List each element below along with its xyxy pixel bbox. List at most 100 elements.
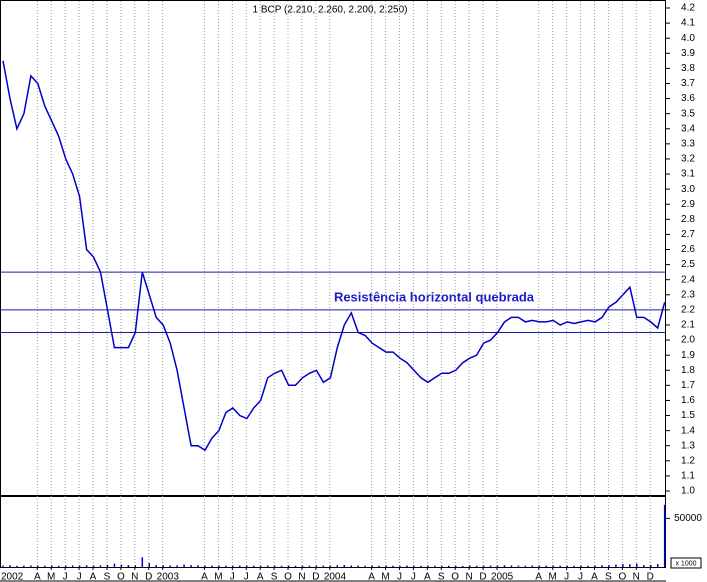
volume-bar	[71, 565, 74, 567]
price-line	[2, 60, 666, 452]
x-tick-label: M	[214, 572, 222, 582]
volume-bar	[9, 565, 11, 567]
x-tick-label: S	[605, 572, 612, 582]
volume-bar	[204, 565, 206, 567]
x-tick-label: A	[368, 572, 375, 582]
volume-bar	[78, 565, 81, 567]
x-tick-label: M	[47, 572, 55, 582]
x-tick-label: D	[312, 572, 319, 582]
volume-bar	[608, 565, 610, 567]
volume-bar	[573, 565, 575, 567]
y-tick-label: 1.0	[681, 486, 695, 497]
x-tick-label: J	[230, 572, 235, 582]
y-tick-label: 1.1	[681, 471, 695, 482]
volume-bar	[169, 565, 171, 567]
volume-bar	[461, 565, 464, 567]
volume-bar	[225, 565, 227, 567]
annotation: Resistência horizontal quebrada	[334, 289, 535, 304]
volume-bar	[371, 565, 373, 567]
y-tick-label: 3.9	[681, 48, 695, 59]
x-tick-label: A	[257, 572, 264, 582]
volume-bar	[190, 565, 192, 567]
volume-bar	[23, 565, 25, 567]
x-tick-label: A	[90, 572, 97, 582]
volume-bar	[301, 565, 304, 567]
volume-bar	[552, 565, 554, 567]
y-tick-label: 4.0	[681, 33, 695, 44]
volume-bar	[468, 565, 471, 567]
volume-bar	[413, 565, 415, 567]
volume-bar	[141, 557, 144, 567]
x-tick-label: N	[633, 572, 640, 582]
volume-bar	[392, 565, 394, 567]
volume-bar	[545, 565, 548, 567]
volume-bar	[148, 563, 151, 567]
volume-bar	[315, 565, 318, 567]
volume-bar	[656, 564, 659, 567]
y-tick-label: 2.4	[681, 274, 695, 285]
y-tick-label: 3.1	[681, 169, 695, 180]
volume-bar	[294, 565, 297, 567]
volume-bar	[510, 565, 513, 567]
x-tick-label: J	[63, 572, 68, 582]
volume-bar	[57, 565, 60, 567]
volume-bar	[197, 565, 199, 567]
y-tick-label: 2.0	[681, 335, 695, 346]
volume-pane	[0, 496, 666, 568]
volume-bar	[629, 564, 631, 567]
volume-bar	[322, 565, 325, 567]
volume-bar	[51, 565, 53, 567]
y-tick-label: 3.2	[681, 154, 695, 165]
x-tick-label: O	[117, 572, 125, 582]
y-tick-label: 2.5	[681, 259, 695, 270]
volume-bar	[266, 565, 269, 567]
volume-bar	[454, 565, 457, 567]
x-tick-label: 2002	[1, 572, 24, 582]
x-tick-label: J	[77, 572, 82, 582]
y-tick-label: 2.7	[681, 229, 695, 240]
x-tick-label: S	[271, 572, 278, 582]
volume-bar	[44, 565, 46, 567]
volume-bar	[176, 565, 178, 567]
y-tick-label: 1.8	[681, 365, 695, 376]
x-tick-label: M	[549, 572, 557, 582]
x-tick-label: A	[424, 572, 431, 582]
x-tick-label: N	[466, 572, 473, 582]
volume-bar	[517, 565, 520, 567]
x-tick-label: A	[34, 572, 41, 582]
volume-bar	[183, 564, 185, 567]
x-tick-label: D	[479, 572, 486, 582]
volume-bar	[636, 563, 638, 567]
volume-bar	[329, 565, 332, 567]
volume-bar	[64, 565, 67, 567]
y-tick-label: 3.8	[681, 63, 695, 74]
y-tick-label: 4.1	[681, 18, 695, 29]
x-tick-label: O	[284, 572, 292, 582]
volume-bar	[120, 564, 123, 567]
volume-bar	[232, 565, 234, 567]
x-tick-label: J	[411, 572, 416, 582]
volume-bar	[580, 565, 582, 567]
volume-bar	[246, 565, 248, 567]
x-tick-label: S	[104, 572, 111, 582]
x-tick-label: J	[244, 572, 249, 582]
x-tick-label: O	[451, 572, 459, 582]
volume-bar	[211, 565, 213, 567]
volume-bar	[252, 565, 255, 567]
volume-bar	[162, 565, 164, 567]
volume-bar	[531, 565, 534, 567]
y-tick-label: 2.2	[681, 305, 695, 316]
volume-bar	[343, 565, 346, 567]
y-tick-label: 1.9	[681, 350, 695, 361]
volume-bar	[420, 565, 422, 567]
y-tick-label: 3.7	[681, 78, 695, 89]
y-tick-label: 2.6	[681, 244, 695, 255]
x-tick-label: S	[438, 572, 445, 582]
volume-bar	[559, 565, 561, 567]
volume-bar	[615, 564, 617, 567]
volume-bar	[434, 565, 436, 567]
volume-bar	[427, 565, 429, 567]
volume-bar	[385, 565, 387, 567]
volume-bar	[336, 565, 339, 567]
